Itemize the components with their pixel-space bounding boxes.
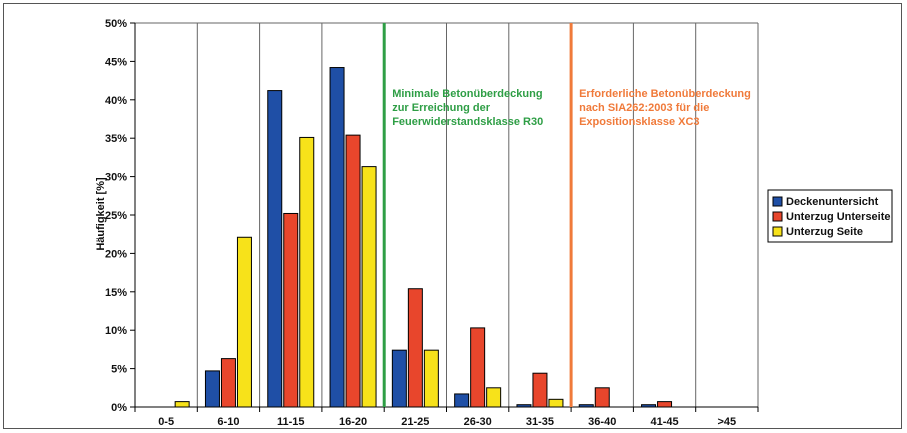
axes: 0% 5% 10% 15% 20% 25% 30% 35% 40% 45% 50% 0-5 6-10 11… bbox=[105, 18, 759, 428]
bar-unterzug-unterseite bbox=[657, 401, 673, 408]
chart-frame: 0% 5% 10% 15% 20% 25% 30% 35% 40% 45% 50% 0-5 6-10 11… bbox=[3, 3, 902, 429]
x-tick-label: >45 bbox=[718, 416, 737, 428]
bar-deckenuntersicht bbox=[391, 349, 407, 408]
y-tick-label: 45% bbox=[105, 56, 127, 68]
bar-unterzug-unterseite bbox=[532, 372, 548, 408]
x-tick-label: 16-20 bbox=[339, 416, 367, 428]
x-tick-label: 0-5 bbox=[158, 416, 174, 428]
legend-swatch bbox=[772, 211, 783, 222]
annotation-text: Minimale Betonüberdeckung bbox=[392, 88, 542, 100]
bar-unterzug-seite bbox=[236, 236, 252, 408]
bar-deckenuntersicht bbox=[267, 90, 283, 408]
y-tick-label: 0% bbox=[111, 402, 127, 414]
x-tick-label: 36-40 bbox=[588, 416, 616, 428]
annotation-text: Feuerwiderstandsklasse R30 bbox=[392, 116, 543, 128]
bar-unterzug-seite bbox=[548, 398, 564, 408]
annotation-text: nach SIA262:2003 für die bbox=[579, 102, 709, 114]
legend-label: Deckenuntersicht bbox=[786, 196, 879, 208]
y-tick-label: 35% bbox=[105, 133, 127, 145]
annotation-text: zur Erreichung der bbox=[392, 102, 491, 114]
legend: Deckenuntersicht Unterzug Unterseite Unter… bbox=[767, 189, 893, 243]
bar-unterzug-unterseite bbox=[407, 288, 423, 408]
bar-deckenuntersicht bbox=[204, 370, 220, 408]
legend-swatch bbox=[772, 196, 783, 207]
bar-unterzug-seite bbox=[423, 349, 439, 408]
bar-unterzug-unterseite bbox=[220, 358, 236, 408]
y-axis-label: Häufigkeit [%] bbox=[95, 177, 107, 251]
x-tick-label: 31-35 bbox=[526, 416, 554, 428]
bar-unterzug-seite bbox=[299, 136, 315, 408]
y-tick-label: 30% bbox=[105, 172, 127, 184]
y-tick-label: 10% bbox=[105, 325, 127, 337]
x-tick-label: 26-30 bbox=[464, 416, 492, 428]
annotation-text: Expositionsklasse XC3 bbox=[579, 116, 699, 128]
y-tick-label: 15% bbox=[105, 287, 127, 299]
bar-unterzug-unterseite bbox=[470, 327, 486, 408]
bar-unterzug-seite bbox=[174, 401, 190, 408]
legend-box bbox=[767, 189, 893, 243]
bar-unterzug-unterseite bbox=[345, 134, 361, 408]
bar-deckenuntersicht bbox=[454, 393, 470, 408]
bar-deckenuntersicht bbox=[329, 67, 345, 408]
x-tick-label: 41-45 bbox=[650, 416, 678, 428]
bar-unterzug-unterseite bbox=[594, 387, 610, 408]
y-tick-label: 25% bbox=[105, 210, 127, 222]
y-tick-label: 50% bbox=[105, 18, 127, 30]
y-tick-label: 40% bbox=[105, 95, 127, 107]
grid-lines bbox=[135, 22, 759, 407]
x-tick-label: 11-15 bbox=[277, 416, 305, 428]
annotation-text: Erforderliche Betonüberdeckung bbox=[579, 88, 751, 100]
legend-label: Unterzug Unterseite bbox=[786, 211, 891, 223]
y-tick-label: 20% bbox=[105, 248, 127, 260]
bar-unterzug-seite bbox=[361, 166, 377, 408]
x-tick-label: 21-25 bbox=[401, 416, 429, 428]
y-tick-label: 5% bbox=[111, 364, 127, 376]
bar-unterzug-seite bbox=[486, 387, 502, 408]
bar-unterzug-unterseite bbox=[283, 212, 299, 408]
legend-swatch bbox=[772, 226, 783, 237]
bar-chart: 0% 5% 10% 15% 20% 25% 30% 35% 40% 45% 50% 0-5 6-10 11… bbox=[95, 18, 893, 428]
x-tick-label: 6-10 bbox=[217, 416, 239, 428]
annotations: Minimale Betonüberdeckung zur Erreichung … bbox=[382, 23, 751, 407]
legend-label: Unterzug Seite bbox=[786, 226, 863, 238]
